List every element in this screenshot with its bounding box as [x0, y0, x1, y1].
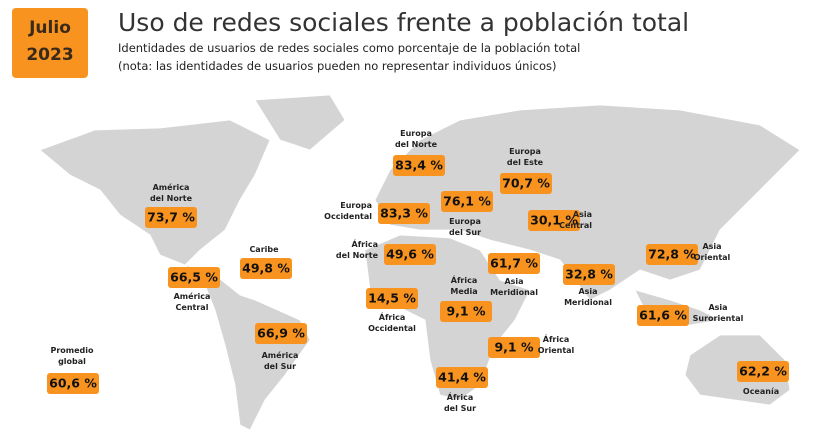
region-value: 62,2 % — [739, 364, 787, 379]
value-box — [488, 337, 540, 358]
region-label: Asia — [578, 287, 597, 296]
value-box — [47, 373, 99, 394]
value-box — [255, 323, 307, 344]
value-box — [240, 258, 292, 279]
region-label: Central — [176, 303, 209, 312]
region-label: Central — [559, 221, 592, 230]
value-box — [737, 361, 789, 382]
region-value: 9,1 % — [494, 340, 533, 355]
region-label: Suroriental — [693, 314, 744, 323]
region-value: 61,6 % — [639, 308, 687, 323]
region-label: del Norte — [395, 140, 438, 149]
region-label: global — [58, 357, 86, 366]
region-label: Promedio — [50, 346, 94, 355]
region-label: Asia — [504, 277, 523, 286]
badge-year: 2023 — [26, 45, 73, 65]
region-label: del Norte — [336, 251, 379, 260]
region-value: 70,7 % — [502, 176, 550, 191]
region-label: África — [447, 391, 474, 402]
region-label: Europa — [449, 217, 481, 226]
region-label: África — [379, 311, 406, 322]
region-label: Asia — [708, 303, 727, 312]
region-value: 30,1 % — [530, 213, 578, 228]
date-badge — [12, 8, 88, 78]
value-box — [441, 191, 493, 212]
value-box — [366, 288, 418, 309]
region-label: del Sur — [449, 228, 481, 237]
value-box — [528, 210, 580, 231]
value-box — [500, 173, 552, 194]
value-box — [488, 253, 540, 274]
region-value: 49,8 % — [242, 261, 290, 276]
region-value: 60,6 % — [49, 376, 97, 391]
region-label: Meridional — [490, 288, 538, 297]
value-box — [168, 267, 220, 288]
region-value: 66,9 % — [257, 326, 305, 341]
region-label: Caribe — [249, 245, 279, 254]
north-america — [39, 119, 271, 266]
region-label: Asia — [573, 210, 592, 219]
region-label: Oriental — [538, 346, 575, 355]
region-value: 83,4 % — [395, 158, 443, 173]
badge-month: Julio — [28, 18, 71, 38]
region-label: Europa — [509, 147, 541, 156]
region-label: del Sur — [264, 362, 296, 371]
value-box — [384, 244, 436, 265]
region-label: América — [174, 291, 211, 301]
region-label: Occidental — [368, 324, 416, 333]
region-value: 66,5 % — [170, 270, 218, 285]
value-box — [563, 264, 615, 285]
value-box — [646, 244, 698, 265]
region-label: Meridional — [564, 298, 612, 307]
value-box — [436, 367, 488, 388]
region-label: África — [451, 274, 478, 285]
region-value: 73,7 % — [147, 210, 195, 225]
region-label: África — [352, 238, 379, 249]
region-value: 83,3 % — [380, 206, 428, 221]
value-box — [378, 203, 430, 224]
region-label: Occidental — [324, 212, 372, 221]
region-value: 14,5 % — [368, 291, 416, 306]
south-america — [184, 264, 311, 431]
region-label: Media — [450, 287, 477, 296]
value-box — [393, 155, 445, 176]
region-label: del Sur — [444, 404, 476, 413]
region-label: Europa — [340, 201, 372, 210]
region-label: Oriental — [694, 253, 731, 262]
region-label: del Norte — [150, 194, 193, 203]
region-label: Europa — [400, 129, 432, 138]
title: Uso de redes sociales frente a población… — [118, 8, 689, 37]
greenland — [254, 94, 346, 151]
region-label: Asia — [702, 242, 721, 251]
region-value: 72,8 % — [648, 247, 696, 262]
region-value: 61,7 % — [490, 256, 538, 271]
region-value: 76,1 % — [443, 194, 491, 209]
subtitle: Identidades de usuarios de redes sociale… — [118, 41, 580, 55]
region-value: 41,4 % — [438, 370, 486, 385]
value-box — [440, 301, 492, 322]
region-value: 32,8 % — [565, 267, 613, 282]
region-label: América — [153, 182, 190, 192]
region-label: América — [262, 350, 299, 360]
region-label: África — [543, 333, 570, 344]
value-box — [145, 207, 197, 228]
region-label: Oceanía — [743, 387, 779, 396]
region-value: 49,6 % — [386, 247, 434, 262]
region-label: del Este — [507, 158, 544, 167]
subtitle: (nota: las identidades de usuarios puede… — [118, 59, 557, 73]
region-value: 9,1 % — [446, 304, 485, 319]
value-box — [637, 305, 689, 326]
